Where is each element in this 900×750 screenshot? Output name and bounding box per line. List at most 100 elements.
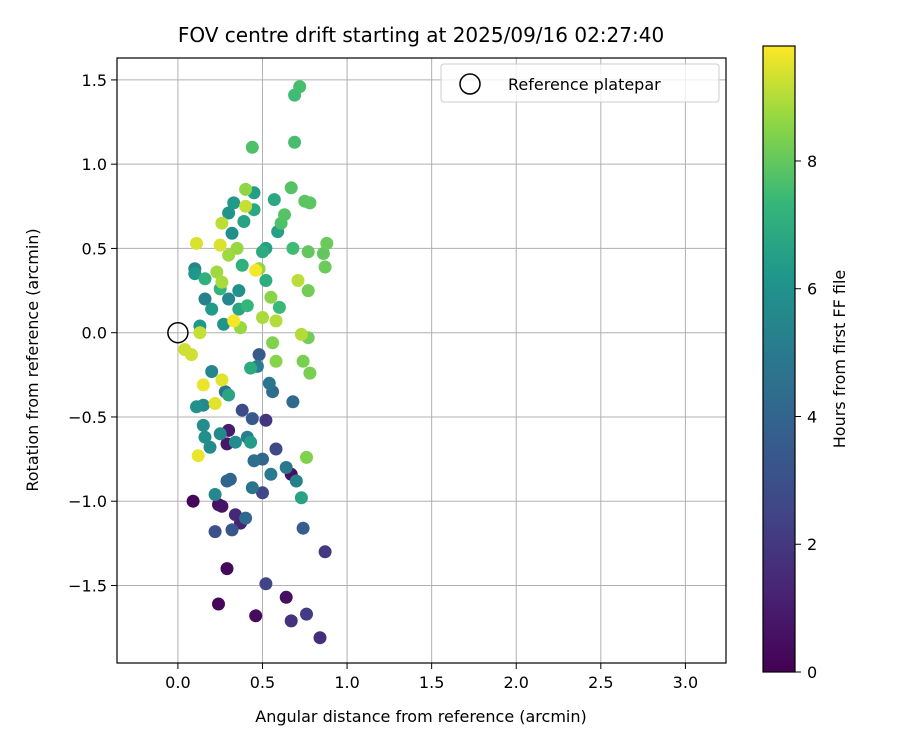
scatter-point [228,435,242,449]
colorbar-ticks: 0 2 4 6 8 [795,152,817,682]
scatter-point [208,488,222,501]
scatter-point [316,247,330,260]
scatter-point [286,395,300,409]
scatter-point [245,412,259,426]
scatter-point [249,263,263,277]
x-tick-label: 0.0 [165,673,190,692]
scatter-point [208,525,222,539]
scatter-point [213,427,227,441]
scatter-point [256,245,269,259]
scatter-point [222,206,236,220]
scatter-point [215,499,229,513]
scatter-point [228,508,242,522]
scatter-point [227,196,241,210]
y-tick-label: 0.5 [82,239,107,258]
x-tick-label: 2.0 [504,673,529,692]
legend-reference-label: Reference platepar [508,75,661,94]
scatter-point [239,511,253,525]
scatter-point [293,80,307,94]
x-tick-label: 2.5 [588,673,613,692]
y-tick-label: −0.5 [68,408,107,427]
scatter-point [269,354,283,368]
scatter-point [249,609,263,623]
scatter-point [210,265,224,279]
scatter-point [291,274,305,287]
scatter-point [264,467,278,481]
scatter-point [278,208,291,222]
scatter-point [259,577,273,591]
y-axis-ticks: −1.5 −1.0 −0.5 0.0 0.5 1.0 1.5 [68,71,117,595]
x-tick-label: 0.5 [250,673,275,692]
scatter-point [235,258,249,272]
scatter-point [313,631,327,645]
y-tick-label: 1.0 [82,155,107,174]
scatter-point [188,267,202,281]
scatter-point [196,378,210,392]
scatter-point [318,260,332,274]
scatter-point [239,182,253,196]
scatter-point [239,199,253,213]
scatter-point [235,403,249,417]
colorbar: 0 2 4 6 8 Hours from first FF file [762,45,849,682]
scatter-point [300,450,313,464]
scatter-point [259,413,273,427]
scatter-point [198,430,212,444]
scatter-point [223,472,237,486]
colorbar-label: Hours from first FF file [830,270,849,449]
scatter-point [266,336,280,350]
legend-reference-marker [459,73,481,95]
scatter-point [279,461,293,474]
scatter-point [288,135,302,149]
scatter-point [284,614,298,628]
y-axis-label: Rotation from reference (arcmin) [23,228,42,491]
scatter-point [301,245,315,259]
scatter-point [300,607,313,621]
scatter-point [294,491,308,505]
x-tick-label: 1.0 [334,673,359,692]
scatter-point [269,442,283,456]
legend: Reference platepar [440,63,720,103]
scatter-point [272,300,286,314]
scatter-point [208,397,222,410]
scatter-point [256,486,269,500]
scatter-point [220,562,234,576]
scatter-point [190,400,203,414]
scatter-point [190,236,203,250]
scatter-point [213,238,227,252]
scatter-point [296,521,310,535]
scatter-point [245,140,259,154]
scatter-point [203,440,217,454]
scatter-point [240,299,254,313]
scatter-point [264,290,278,304]
colorbar-tick-label: 0 [807,663,817,682]
scatter-point [225,226,239,240]
scatter-point [198,292,212,306]
scatter-point [215,373,229,387]
colorbar-gradient [763,46,795,672]
scatter-point [217,317,231,331]
scatter-point [215,216,229,230]
plot-frame [116,57,727,664]
scatter-point [284,181,298,195]
scatter-point [205,365,219,378]
scatter-point [303,366,317,380]
scatter-point [320,236,334,250]
colorbar-tick-label: 8 [807,152,817,171]
scatter-point [279,590,293,604]
scatter-point [286,241,300,255]
y-tick-label: −1.0 [68,492,107,511]
legend-box [440,63,720,103]
scatter-point [198,272,212,286]
scatter-point [227,314,241,328]
y-tick-label: −1.5 [68,576,107,595]
scatter-point [244,435,258,449]
scatter-point [212,597,225,611]
scatter-points [167,80,334,645]
colorbar-tick-label: 2 [807,535,817,554]
scatter-point [256,311,269,324]
reference-platepar-marker [167,321,189,344]
scatter-point [247,454,261,468]
scatter-point [222,248,236,262]
scatter-point [178,343,192,356]
